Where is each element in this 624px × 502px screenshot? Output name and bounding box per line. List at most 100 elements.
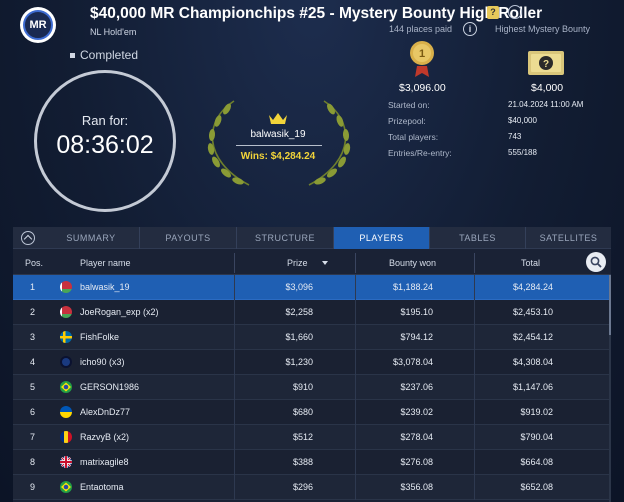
row-divider [234,300,235,325]
mystery-bounty-icon[interactable]: ? [487,6,499,19]
cell-position: 4 [30,357,36,367]
cell-total: $4,284.24 [512,282,553,292]
row-divider [234,425,235,450]
column-player-name[interactable]: Player name [80,257,131,268]
more-options-icon[interactable]: ··· [508,5,522,19]
table-header: Pos. Player name Prize Bounty won Total [13,251,611,275]
row-divider [474,275,475,300]
tournament-status: Completed [70,48,138,62]
entries-value: 555/188 [508,148,537,157]
winner-winnings: Wins: $4,284.24 [240,151,316,162]
chevron-up-icon [21,231,35,245]
tab-satellites[interactable]: SATELLITES [539,233,598,243]
prizepool-value: $40,000 [508,116,537,125]
cell-bounty-won: $356.08 [400,482,433,492]
cell-player-name: GERSON1986 [80,382,140,392]
tab-tables[interactable]: TABLES [430,227,526,249]
row-divider [355,350,356,375]
row-divider [474,425,475,450]
row-divider [355,475,356,500]
scrollbar-thumb[interactable] [609,275,611,335]
row-divider [234,375,235,400]
table-row[interactable]: 1 balwasik_19 $3,096 $1,188.24 $4,284.24 [13,275,611,300]
winner-name: balwasik_19 [250,129,306,140]
cell-position: 6 [30,407,36,417]
tab-structure[interactable]: STRUCTURE [237,227,334,249]
row-divider [474,400,475,425]
column-pos[interactable]: Pos. [25,257,44,268]
search-button[interactable] [586,252,606,272]
highest-bounty-label: Highest Mystery Bounty [495,24,591,34]
run-time-value: 08:36:02 [56,131,154,159]
winner-divider [236,145,322,146]
column-prize-label: Prize [287,257,308,268]
table-row[interactable]: 9 Entaotoma $296 $356.08 $652.08 [13,475,611,500]
row-divider [355,425,356,450]
tab-summary[interactable]: SUMMARY [43,227,140,249]
cell-player-name: balwasik_19 [80,282,130,292]
row-divider [355,325,356,350]
collapse-button[interactable] [13,227,43,249]
prizepool-label: Prizepool: [388,116,426,126]
table-row[interactable]: 2 JoeRogan_exp (x2) $2,258 $195.10 $2,453.10 [13,300,611,325]
header-divider [234,253,235,273]
cell-prize: $1,230 [285,357,313,367]
row-divider [234,325,235,350]
tab-payouts[interactable]: PAYOUTS [140,227,237,249]
cell-prize: $2,258 [285,307,313,317]
cell-position: 8 [30,457,36,467]
country-flag-icon [60,431,72,443]
cell-player-name: matrixagile8 [80,457,129,467]
started-on-value: 21.04.2024 11:00 AM [508,100,584,109]
cell-bounty-won: $237.06 [400,382,433,392]
column-total[interactable]: Total [521,257,541,268]
cell-bounty-won: $276.08 [400,457,433,467]
row-divider [355,375,356,400]
row-divider [234,475,235,500]
game-type: NL Hold'em [90,27,137,37]
cell-total: $1,147.06 [512,382,553,392]
table-row[interactable]: 8 matrixagile8 $388 $276.08 $664.08 [13,450,611,475]
row-divider [355,275,356,300]
cell-player-name: Entaotoma [80,482,124,492]
column-bounty-won[interactable]: Bounty won [389,257,437,268]
total-players-value: 743 [508,132,522,141]
cell-bounty-won: $278.04 [400,432,433,442]
cell-total: $4,308.04 [512,357,553,367]
cell-player-name: JoeRogan_exp (x2) [80,307,159,317]
row-divider [355,300,356,325]
mystery-bounty-box-icon: ? [528,51,564,75]
cell-prize: $512 [292,432,313,442]
country-flag-icon [60,331,72,343]
table-row[interactable]: 5 GERSON1986 $910 $237.06 $1,147.06 [13,375,611,400]
row-divider [234,400,235,425]
cell-bounty-won: $794.12 [400,332,433,342]
table-scrollbar[interactable] [609,275,611,502]
table-row[interactable]: 7 RazvyB (x2) $512 $278.04 $790.04 [13,425,611,450]
row-divider [234,450,235,475]
row-divider [355,400,356,425]
table-row[interactable]: 3 FishFolke $1,660 $794.12 $2,454.12 [13,325,611,350]
country-flag-icon [60,456,72,468]
entries-label: Entries/Re-entry: [388,148,452,158]
row-divider [474,450,475,475]
cell-position: 5 [30,382,36,392]
tab-players[interactable]: PLAYERS [334,227,430,249]
site-logo[interactable]: MR [20,7,56,43]
row-divider [474,475,475,500]
cell-total: $664.08 [520,457,553,467]
cell-position: 3 [30,332,36,342]
highest-bounty-amount: $4,000 [531,82,564,94]
cell-total: $652.08 [520,482,553,492]
country-flag-icon [60,306,72,318]
cell-bounty-won: $239.02 [400,407,433,417]
total-players-label: Total players: [388,132,439,142]
row-divider [474,350,475,375]
info-icon[interactable]: i [463,22,477,36]
table-row[interactable]: 6 AlexDnDz77 $680 $239.02 $919.02 [13,400,611,425]
row-divider [234,350,235,375]
table-row[interactable]: 4 icho90 (x3) $1,230 $3,078.04 $4,308.04 [13,350,611,375]
column-prize[interactable]: Prize [287,258,328,268]
header-divider [474,253,475,273]
country-flag-icon [60,406,72,418]
